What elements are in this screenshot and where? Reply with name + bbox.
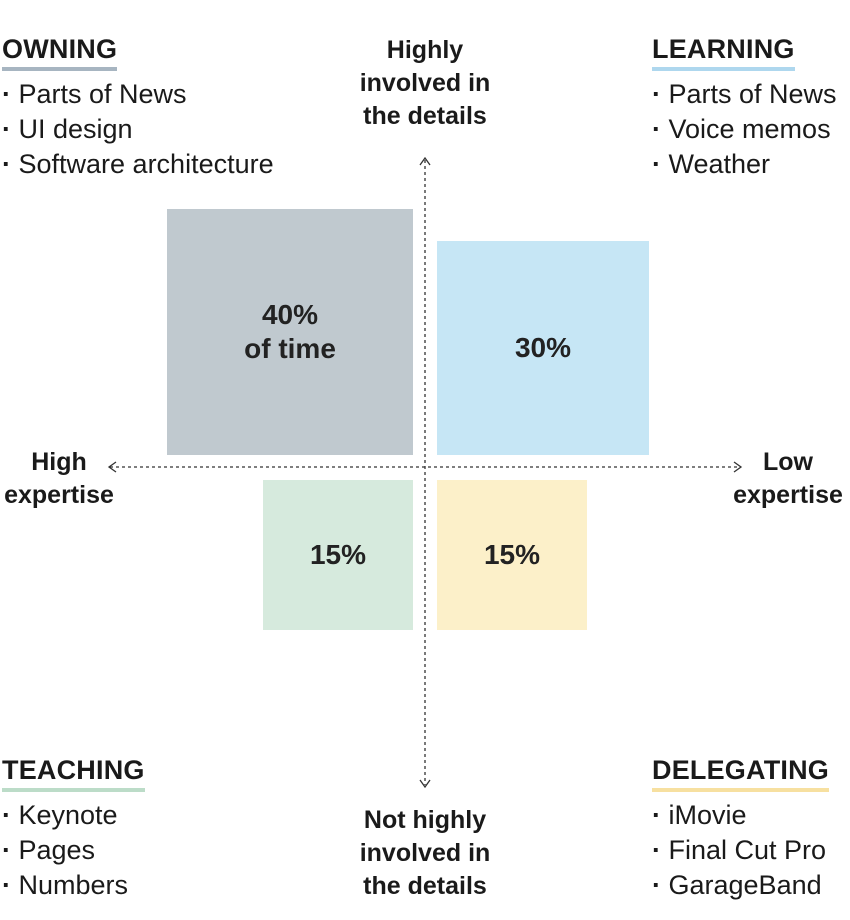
axis-label-left-line: High bbox=[31, 448, 87, 476]
owning-underline bbox=[2, 67, 118, 72]
vertical-axis-top-arrow bbox=[419, 156, 431, 166]
learning-underline bbox=[652, 67, 795, 72]
list-item: Parts of News bbox=[652, 77, 837, 112]
learning-title-text: LEARNING bbox=[652, 34, 795, 64]
list-item: Voice memos bbox=[652, 112, 837, 147]
axis-label-right: Low expertise bbox=[726, 446, 850, 512]
axis-label-right-line: expertise bbox=[733, 481, 843, 509]
axis-label-bottom-line: Not highly bbox=[363, 806, 487, 834]
axis-label-bottom-line: involved in bbox=[359, 839, 491, 867]
owning-share-caption: of time bbox=[244, 333, 336, 364]
teaching-list: Keynote Pages Numbers bbox=[2, 798, 129, 903]
list-item: UI design bbox=[2, 112, 274, 147]
learning-share-value: 30% bbox=[514, 332, 572, 363]
axis-label-top-line: Highly bbox=[386, 36, 464, 64]
owning-share-value: 40% bbox=[261, 299, 319, 330]
teaching-title: TEACHING bbox=[2, 755, 145, 793]
list-item: Final Cut Pro bbox=[652, 833, 827, 868]
teaching-title-text: TEACHING bbox=[2, 755, 145, 785]
teaching-share-value: 15% bbox=[309, 539, 367, 570]
delegating-share-value: 15% bbox=[483, 539, 541, 570]
list-item: Pages bbox=[2, 833, 128, 868]
axis-label-top: Highly involved in the details bbox=[325, 34, 525, 133]
horizontal-axis-right-arrow bbox=[733, 461, 743, 473]
owning-title-text: OWNING bbox=[2, 34, 118, 64]
delegating-title: DELEGATING bbox=[652, 755, 829, 793]
axis-label-bottom-line: the details bbox=[363, 872, 487, 900]
list-item: GarageBand bbox=[652, 868, 826, 903]
axis-label-top-line: the details bbox=[363, 102, 487, 130]
list-item: Parts of News bbox=[2, 77, 274, 112]
list-item: Numbers bbox=[2, 868, 129, 903]
horizontal-axis-left-arrow bbox=[107, 461, 117, 473]
teaching-share-block: 15% bbox=[263, 480, 413, 630]
axis-label-right-line: Low bbox=[763, 448, 813, 476]
owning-title: OWNING bbox=[2, 34, 118, 72]
learning-list: Parts of News Voice memos Weather bbox=[652, 77, 837, 182]
list-item: Software architecture bbox=[2, 147, 274, 182]
delegating-share-block: 15% bbox=[437, 480, 587, 630]
list-item: iMovie bbox=[652, 798, 826, 833]
vertical-axis-bottom-arrow bbox=[419, 779, 431, 789]
axis-label-top-line: involved in bbox=[359, 69, 491, 97]
teaching-underline bbox=[2, 788, 145, 793]
list-item: Keynote bbox=[2, 798, 128, 833]
axis-label-left-line: expertise bbox=[4, 481, 114, 509]
delegating-title-text: DELEGATING bbox=[652, 755, 829, 785]
axis-label-bottom: Not highly involved in the details bbox=[325, 804, 525, 903]
delegating-list: iMovie Final Cut Pro GarageBand bbox=[652, 798, 827, 903]
list-item: Weather bbox=[652, 147, 837, 182]
learning-title: LEARNING bbox=[652, 34, 795, 72]
owning-list: Parts of News UI design Software archite… bbox=[2, 77, 274, 182]
learning-share-block: 30% bbox=[437, 241, 649, 455]
delegating-underline bbox=[652, 788, 829, 793]
owning-share-block: 40% of time bbox=[167, 209, 413, 455]
axis-label-left: High expertise bbox=[0, 446, 118, 512]
